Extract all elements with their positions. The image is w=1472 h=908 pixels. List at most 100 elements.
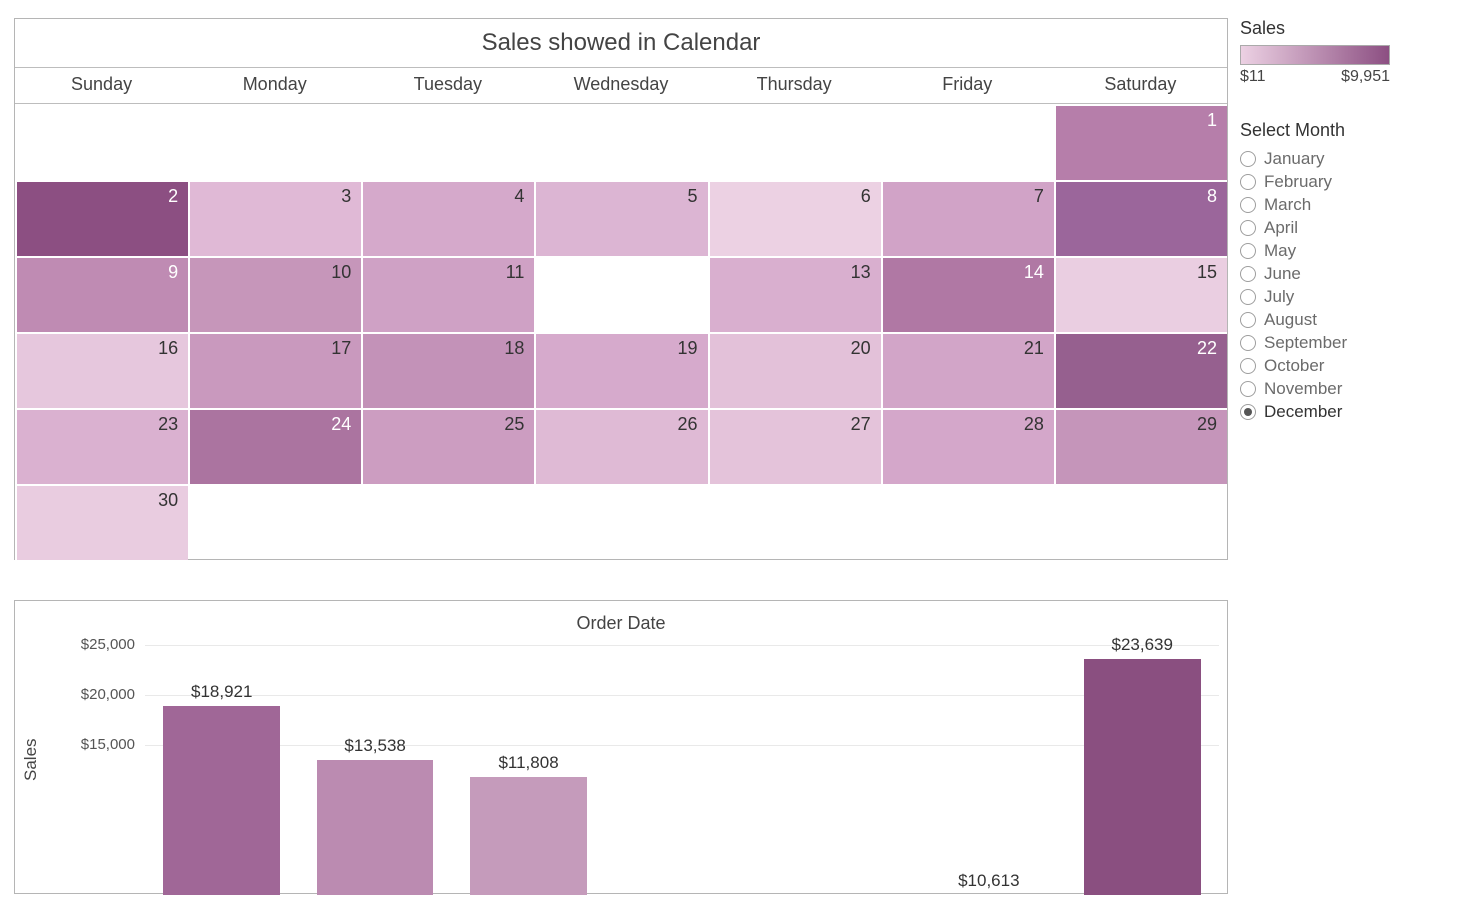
radio-icon [1240, 312, 1256, 328]
calendar-day-1[interactable]: 1 [1054, 104, 1227, 180]
radio-icon [1240, 220, 1256, 236]
calendar-day-18[interactable]: 18 [361, 332, 534, 408]
month-option-august[interactable]: August [1240, 310, 1460, 330]
bar-chart-title: Order Date [15, 601, 1227, 638]
calendar-header-tuesday: Tuesday [361, 68, 534, 103]
calendar-day-3[interactable]: 3 [188, 180, 361, 256]
legend-min-label: $11 [1240, 68, 1266, 86]
calendar-day-21[interactable]: 21 [881, 332, 1054, 408]
calendar-day-7[interactable]: 7 [881, 180, 1054, 256]
month-option-label: April [1264, 218, 1298, 238]
calendar-day-10[interactable]: 10 [188, 256, 361, 332]
day-number: 1 [1207, 110, 1217, 131]
calendar-day-20[interactable]: 20 [708, 332, 881, 408]
calendar-day-30[interactable]: 30 [15, 484, 188, 560]
y-tick-label: $25,000 [63, 636, 135, 653]
month-option-june[interactable]: June [1240, 264, 1460, 284]
calendar-day-28[interactable]: 28 [881, 408, 1054, 484]
day-number: 15 [1197, 262, 1217, 283]
day-number: 26 [678, 414, 698, 435]
bar-slot: $18,921 [145, 645, 298, 895]
bar[interactable] [470, 777, 587, 895]
radio-icon [1240, 151, 1256, 167]
radio-icon [1240, 243, 1256, 259]
month-option-april[interactable]: April [1240, 218, 1460, 238]
month-option-february[interactable]: February [1240, 172, 1460, 192]
calendar-header-friday: Friday [881, 68, 1054, 103]
calendar-empty [534, 256, 707, 332]
month-option-label: August [1264, 310, 1317, 330]
calendar-day-8[interactable]: 8 [1054, 180, 1227, 256]
day-number: 16 [158, 338, 178, 359]
month-option-march[interactable]: March [1240, 195, 1460, 215]
calendar-day-29[interactable]: 29 [1054, 408, 1227, 484]
day-number: 8 [1207, 186, 1217, 207]
month-option-october[interactable]: October [1240, 356, 1460, 376]
month-option-may[interactable]: May [1240, 241, 1460, 261]
month-option-label: October [1264, 356, 1324, 376]
day-number: 7 [1034, 186, 1044, 207]
bar[interactable] [1084, 659, 1201, 895]
month-option-label: June [1264, 264, 1301, 284]
bar-slot: $23,639 [1066, 645, 1219, 895]
month-option-december[interactable]: December [1240, 402, 1460, 422]
calendar-day-26[interactable]: 26 [534, 408, 707, 484]
calendar-day-25[interactable]: 25 [361, 408, 534, 484]
calendar-day-14[interactable]: 14 [881, 256, 1054, 332]
calendar-day-15[interactable]: 15 [1054, 256, 1227, 332]
day-number: 9 [168, 262, 178, 283]
calendar-day-19[interactable]: 19 [534, 332, 707, 408]
calendar-day-2[interactable]: 2 [15, 180, 188, 256]
bar-slot: $13,538 [298, 645, 451, 895]
calendar-day-5[interactable]: 5 [534, 180, 707, 256]
calendar-day-23[interactable]: 23 [15, 408, 188, 484]
calendar-day-24[interactable]: 24 [188, 408, 361, 484]
calendar-day-16[interactable]: 16 [15, 332, 188, 408]
month-option-label: January [1264, 149, 1324, 169]
calendar-header-saturday: Saturday [1054, 68, 1227, 103]
radio-icon [1240, 404, 1256, 420]
radio-icon [1240, 266, 1256, 282]
radio-icon [1240, 381, 1256, 397]
day-number: 24 [331, 414, 351, 435]
bar-slot: $10,613 [912, 645, 1065, 895]
calendar-heatmap: Sales showed in Calendar SundayMondayTue… [14, 18, 1228, 560]
day-number: 21 [1024, 338, 1044, 359]
calendar-day-9[interactable]: 9 [15, 256, 188, 332]
calendar-day-17[interactable]: 17 [188, 332, 361, 408]
calendar-header-sunday: Sunday [15, 68, 188, 103]
calendar-day-27[interactable]: 27 [708, 408, 881, 484]
day-number: 27 [851, 414, 871, 435]
bar[interactable] [163, 706, 280, 895]
bar[interactable] [317, 760, 434, 895]
calendar-grid: 1234567891011131415161718192021222324252… [15, 104, 1227, 560]
bar-value-label: $11,808 [452, 753, 605, 773]
calendar-day-6[interactable]: 6 [708, 180, 881, 256]
day-number: 11 [506, 262, 525, 283]
day-number: 4 [514, 186, 524, 207]
y-tick-label: $20,000 [63, 686, 135, 703]
day-number: 17 [331, 338, 351, 359]
bar-value-label: $18,921 [145, 682, 298, 702]
sales-color-legend: Sales $11 $9,951 [1240, 18, 1460, 86]
month-option-january[interactable]: January [1240, 149, 1460, 169]
month-option-november[interactable]: November [1240, 379, 1460, 399]
calendar-day-11[interactable]: 11 [361, 256, 534, 332]
day-number: 3 [341, 186, 351, 207]
day-number: 23 [158, 414, 178, 435]
y-tick-label: $15,000 [63, 736, 135, 753]
day-number: 10 [331, 262, 351, 283]
calendar-day-22[interactable]: 22 [1054, 332, 1227, 408]
calendar-day-13[interactable]: 13 [708, 256, 881, 332]
month-option-label: March [1264, 195, 1311, 215]
radio-icon [1240, 174, 1256, 190]
calendar-empty [881, 104, 1054, 180]
month-option-july[interactable]: July [1240, 287, 1460, 307]
month-option-september[interactable]: September [1240, 333, 1460, 353]
day-number: 22 [1197, 338, 1217, 359]
calendar-day-4[interactable]: 4 [361, 180, 534, 256]
month-selector-title: Select Month [1240, 120, 1460, 141]
month-option-label: December [1264, 402, 1342, 422]
legend-max-label: $9,951 [1341, 68, 1390, 86]
day-number: 28 [1024, 414, 1044, 435]
